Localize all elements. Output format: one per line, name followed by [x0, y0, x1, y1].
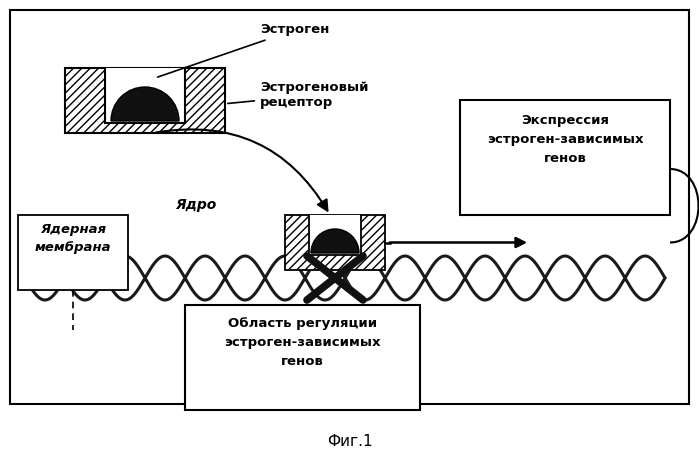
Text: Эстроген: Эстроген	[158, 24, 329, 77]
Bar	[65, 68, 225, 133]
Bar	[460, 100, 670, 215]
Wedge shape	[311, 229, 359, 253]
FancyArrowPatch shape	[390, 238, 524, 247]
Text: Ядерная
мембрана: Ядерная мембрана	[35, 223, 111, 254]
Bar	[285, 215, 385, 270]
Bar	[18, 215, 128, 290]
FancyArrowPatch shape	[156, 129, 327, 211]
Bar	[10, 10, 689, 404]
Text: Ядро: Ядро	[175, 198, 216, 212]
Text: Фиг.1: Фиг.1	[326, 434, 373, 449]
Bar	[309, 215, 361, 255]
Wedge shape	[111, 87, 179, 121]
Text: Эстрогеновый
рецептор: Эстрогеновый рецептор	[228, 81, 368, 109]
Text: Область регуляции
эстроген-зависимых
генов: Область регуляции эстроген-зависимых ген…	[224, 317, 381, 368]
Text: Экспрессия
эстроген-зависимых
генов: Экспрессия эстроген-зависимых генов	[487, 114, 643, 165]
Bar	[185, 305, 420, 410]
Bar	[105, 68, 185, 123]
